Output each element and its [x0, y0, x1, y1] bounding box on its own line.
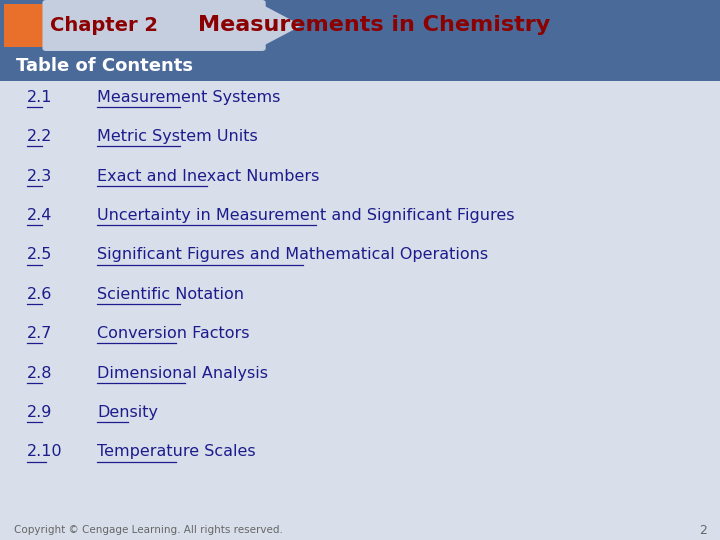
Text: Temperature Scales: Temperature Scales — [97, 444, 256, 460]
Text: Copyright © Cengage Learning. All rights reserved.: Copyright © Cengage Learning. All rights… — [14, 525, 283, 535]
Text: 2.7: 2.7 — [27, 326, 53, 341]
Text: 2: 2 — [699, 524, 707, 537]
Text: Uncertainty in Measurement and Significant Figures: Uncertainty in Measurement and Significa… — [97, 208, 515, 223]
Text: 2.9: 2.9 — [27, 405, 53, 420]
Text: Density: Density — [97, 405, 158, 420]
Text: 2.5: 2.5 — [27, 247, 53, 262]
Text: Significant Figures and Mathematical Operations: Significant Figures and Mathematical Ope… — [97, 247, 488, 262]
Text: 2.6: 2.6 — [27, 287, 53, 302]
Text: Measurement Systems: Measurement Systems — [97, 90, 281, 105]
Text: Exact and Inexact Numbers: Exact and Inexact Numbers — [97, 168, 320, 184]
Text: Chapter 2: Chapter 2 — [50, 16, 158, 35]
Text: 2.10: 2.10 — [27, 444, 63, 460]
Text: Table of Contents: Table of Contents — [16, 57, 193, 75]
Text: Dimensional Analysis: Dimensional Analysis — [97, 366, 268, 381]
Text: 2.1: 2.1 — [27, 90, 53, 105]
Text: Conversion Factors: Conversion Factors — [97, 326, 250, 341]
Text: Measurements in Chemistry: Measurements in Chemistry — [198, 16, 551, 36]
Text: 2.3: 2.3 — [27, 168, 53, 184]
Text: 2.4: 2.4 — [27, 208, 53, 223]
Text: 2.2: 2.2 — [27, 129, 53, 144]
Text: Scientific Notation: Scientific Notation — [97, 287, 244, 302]
Text: Metric System Units: Metric System Units — [97, 129, 258, 144]
Text: 2.8: 2.8 — [27, 366, 53, 381]
